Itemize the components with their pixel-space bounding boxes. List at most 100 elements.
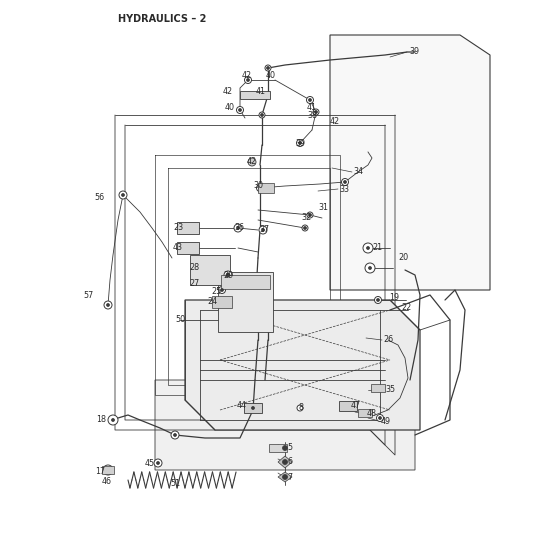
Bar [212, 296, 232, 308]
Circle shape [297, 405, 303, 411]
Bar [269, 444, 287, 452]
Circle shape [282, 446, 287, 450]
Text: 46: 46 [102, 478, 112, 487]
Circle shape [174, 433, 176, 436]
Text: 39: 39 [295, 138, 305, 147]
Text: 47: 47 [351, 402, 361, 410]
Text: 28: 28 [189, 264, 199, 273]
Text: 50: 50 [175, 315, 185, 324]
Circle shape [122, 194, 124, 197]
Circle shape [260, 114, 264, 116]
Text: 41: 41 [307, 102, 317, 111]
Circle shape [234, 224, 242, 232]
Text: 42: 42 [242, 71, 252, 80]
Polygon shape [330, 35, 490, 290]
Circle shape [343, 180, 347, 184]
Circle shape [302, 225, 308, 231]
Text: 38: 38 [307, 111, 317, 120]
Circle shape [296, 139, 304, 147]
Text: 49: 49 [381, 417, 391, 426]
Text: 32: 32 [301, 213, 311, 222]
Text: 19: 19 [389, 293, 399, 302]
Text: 45: 45 [145, 460, 155, 469]
Circle shape [363, 243, 373, 253]
Circle shape [342, 179, 348, 185]
Circle shape [224, 271, 232, 279]
Circle shape [368, 267, 371, 269]
Text: HYDRAULICS – 2: HYDRAULICS – 2 [118, 14, 207, 24]
Circle shape [108, 415, 118, 425]
Circle shape [259, 226, 267, 234]
Text: 24: 24 [207, 297, 217, 306]
Circle shape [245, 77, 251, 83]
Polygon shape [278, 472, 292, 482]
Text: 36: 36 [234, 223, 244, 232]
Circle shape [298, 142, 301, 144]
Circle shape [251, 407, 254, 409]
Circle shape [282, 474, 287, 479]
Text: 22: 22 [402, 304, 412, 312]
Circle shape [256, 184, 264, 192]
Circle shape [265, 65, 271, 71]
Bar [339, 401, 357, 411]
Circle shape [375, 296, 381, 304]
Polygon shape [155, 380, 415, 470]
Bar [177, 222, 199, 234]
Bar [177, 242, 199, 254]
Circle shape [304, 226, 306, 230]
Circle shape [262, 228, 264, 231]
Text: 42: 42 [247, 157, 257, 166]
Text: 40: 40 [266, 71, 276, 80]
Circle shape [248, 158, 256, 166]
Circle shape [259, 112, 265, 118]
Text: 43: 43 [173, 244, 183, 253]
Circle shape [246, 78, 250, 82]
Bar [244, 403, 262, 413]
Circle shape [379, 417, 381, 419]
Text: 57: 57 [84, 291, 94, 300]
Text: 35: 35 [385, 385, 395, 394]
Text: 8: 8 [298, 404, 304, 413]
Circle shape [221, 288, 223, 292]
Circle shape [226, 273, 230, 277]
Circle shape [218, 287, 226, 293]
Circle shape [106, 469, 110, 472]
Text: 56: 56 [94, 194, 104, 203]
Circle shape [376, 414, 384, 422]
Text: 6: 6 [287, 458, 292, 466]
Bar [190, 255, 230, 285]
Polygon shape [185, 300, 420, 430]
Text: 17: 17 [95, 468, 105, 477]
Text: 33: 33 [339, 184, 349, 194]
Circle shape [111, 418, 114, 422]
Circle shape [156, 461, 160, 464]
Text: 37: 37 [259, 226, 269, 235]
Text: 31: 31 [318, 203, 328, 212]
Circle shape [106, 304, 110, 306]
Circle shape [366, 246, 370, 250]
Bar [358, 409, 372, 417]
Text: 25: 25 [212, 287, 222, 296]
Circle shape [313, 109, 319, 115]
Text: 23: 23 [173, 223, 183, 232]
Bar [217, 272, 273, 332]
Bar [102, 466, 114, 474]
Circle shape [309, 99, 311, 101]
Text: 44: 44 [237, 402, 247, 410]
Circle shape [104, 301, 112, 309]
Circle shape [259, 186, 262, 189]
Circle shape [267, 67, 269, 69]
Text: 40: 40 [225, 104, 235, 113]
Text: 20: 20 [398, 254, 408, 263]
Bar [371, 384, 385, 392]
Bar [221, 275, 269, 289]
Circle shape [306, 96, 314, 104]
Text: 34: 34 [353, 167, 363, 176]
Circle shape [236, 106, 244, 114]
Text: 29: 29 [224, 270, 234, 279]
Text: 39: 39 [409, 48, 419, 57]
Circle shape [309, 213, 311, 217]
Text: 26: 26 [383, 335, 393, 344]
Circle shape [103, 465, 113, 475]
Circle shape [250, 405, 256, 411]
